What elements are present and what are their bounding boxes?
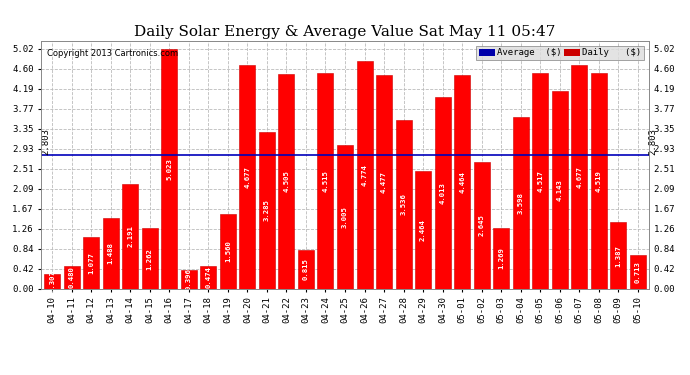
Text: 4.477: 4.477 — [381, 171, 387, 193]
Text: 4.013: 4.013 — [440, 182, 446, 204]
Bar — [317, 73, 333, 289]
Text: 1.488: 1.488 — [108, 242, 114, 264]
Text: 0.474: 0.474 — [206, 267, 211, 288]
Text: 0.815: 0.815 — [303, 258, 309, 280]
Legend: Average  ($), Daily   ($): Average ($), Daily ($) — [476, 46, 644, 60]
Text: 0.480: 0.480 — [69, 266, 75, 288]
Text: 3.285: 3.285 — [264, 200, 270, 221]
Text: 5.023: 5.023 — [166, 158, 172, 180]
Text: 3.005: 3.005 — [342, 206, 348, 228]
Bar — [513, 117, 529, 289]
Text: 2.803: 2.803 — [41, 128, 50, 155]
Bar — [571, 65, 587, 289]
Text: 1.262: 1.262 — [147, 248, 152, 270]
Bar — [83, 237, 99, 289]
Text: 2.803: 2.803 — [649, 128, 658, 155]
Text: 0.307: 0.307 — [49, 270, 55, 292]
Title: Daily Solar Energy & Average Value Sat May 11 05:47: Daily Solar Energy & Average Value Sat M… — [135, 25, 555, 39]
Bar — [493, 228, 509, 289]
Text: 1.387: 1.387 — [615, 244, 621, 267]
Bar — [279, 74, 295, 289]
Bar — [473, 162, 490, 289]
Text: 4.515: 4.515 — [322, 170, 328, 192]
Bar — [298, 250, 314, 289]
Text: 2.191: 2.191 — [127, 225, 133, 248]
Text: 4.505: 4.505 — [284, 170, 289, 192]
Bar — [357, 61, 373, 289]
Text: 0.713: 0.713 — [635, 261, 641, 283]
Text: 3.536: 3.536 — [401, 194, 406, 215]
Bar — [220, 214, 236, 289]
Bar — [415, 171, 431, 289]
Bar — [63, 266, 79, 289]
Text: Copyright 2013 Cartronics.com: Copyright 2013 Cartronics.com — [48, 49, 179, 58]
Text: 4.519: 4.519 — [595, 170, 602, 192]
Text: 0.396: 0.396 — [186, 268, 192, 290]
Bar — [44, 274, 60, 289]
Text: 4.464: 4.464 — [459, 171, 465, 193]
Text: 1.269: 1.269 — [498, 248, 504, 269]
Bar — [591, 73, 607, 289]
Text: 4.143: 4.143 — [557, 179, 563, 201]
Bar — [454, 75, 470, 289]
Bar — [161, 49, 177, 289]
Bar — [376, 75, 392, 289]
Bar — [630, 255, 646, 289]
Bar — [122, 184, 138, 289]
Text: 1.077: 1.077 — [88, 252, 95, 274]
Bar — [552, 91, 568, 289]
Text: 1.560: 1.560 — [225, 240, 231, 262]
Text: 4.517: 4.517 — [538, 170, 543, 192]
Bar — [200, 266, 217, 289]
Text: 4.677: 4.677 — [576, 166, 582, 188]
Bar — [435, 97, 451, 289]
Text: 3.598: 3.598 — [518, 192, 524, 214]
Text: 4.774: 4.774 — [362, 164, 368, 186]
Bar — [395, 120, 411, 289]
Bar — [181, 270, 197, 289]
Bar — [611, 222, 627, 289]
Text: 2.464: 2.464 — [420, 219, 426, 241]
Bar — [239, 65, 255, 289]
Text: 4.677: 4.677 — [244, 166, 250, 188]
Bar — [141, 228, 158, 289]
Bar — [532, 73, 549, 289]
Bar — [259, 132, 275, 289]
Bar — [103, 217, 119, 289]
Text: 2.645: 2.645 — [479, 214, 484, 237]
Bar — [337, 145, 353, 289]
